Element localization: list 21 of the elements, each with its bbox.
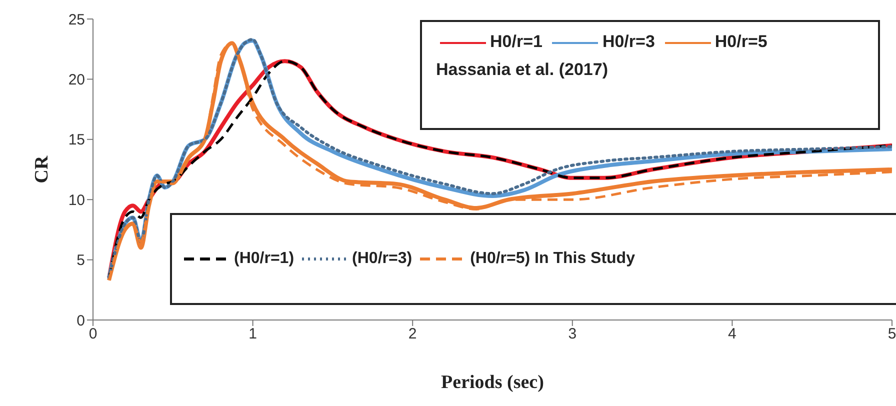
annotation: Hassania et al. (2017) — [436, 60, 609, 80]
legend-label: (H0/r=3) — [351, 250, 412, 268]
y-tick-label: 20 — [68, 72, 85, 89]
y-tick-label: 25 — [68, 11, 85, 28]
legend-label: (H0/r=5) In This Study — [469, 250, 635, 268]
y-tick-label: 15 — [68, 132, 85, 149]
x-tick-label: 1 — [248, 326, 257, 343]
legend-label: H0/r=5 — [714, 32, 768, 51]
y-tick-label: 10 — [68, 192, 85, 209]
y-tick-label: 0 — [76, 312, 85, 330]
y-axis-title: CR — [32, 156, 53, 184]
x-tick-label: 0 — [88, 326, 98, 343]
x-tick-label: 4 — [728, 326, 736, 343]
x-axis-title: Periods (sec) — [441, 372, 544, 393]
legend-label: H0/r=3 — [601, 32, 655, 51]
x-tick-label: 5 — [888, 326, 896, 343]
x-tick-label: 3 — [568, 326, 577, 343]
legend-label: H0/r=1 — [489, 32, 542, 51]
legend-label: (H0/r=1) — [233, 250, 294, 268]
y-tick-label: 5 — [76, 252, 85, 270]
x-tick-label: 2 — [408, 326, 417, 343]
